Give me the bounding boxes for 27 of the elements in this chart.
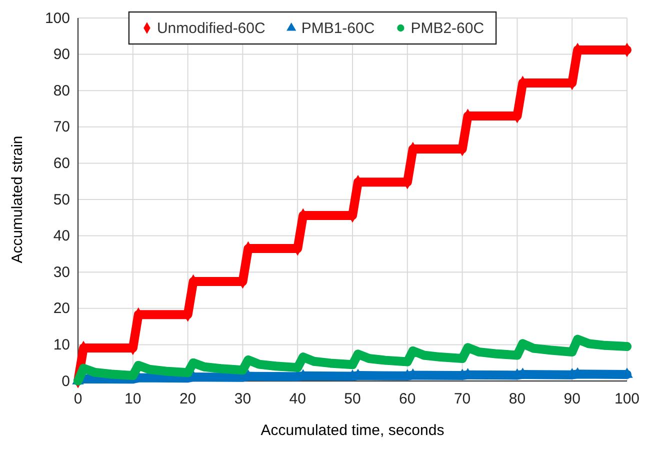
x-tick-label: 90 bbox=[564, 390, 580, 408]
y-tick-label: 10 bbox=[53, 336, 70, 354]
x-axis-title: Accumulated time, seconds bbox=[260, 422, 444, 439]
y-tick-label: 70 bbox=[53, 118, 70, 136]
x-tick-label: 40 bbox=[289, 390, 306, 408]
y-tick-label: 30 bbox=[53, 264, 70, 281]
legend-label: PMB2-60C bbox=[410, 20, 484, 37]
x-tick-label: 20 bbox=[179, 390, 196, 408]
y-tick-label: 90 bbox=[53, 46, 70, 64]
legend-label: Unmodified-60C bbox=[156, 20, 266, 37]
x-tick-label: 100 bbox=[614, 390, 640, 408]
x-tick-label: 70 bbox=[454, 390, 471, 408]
x-tick-label: 80 bbox=[508, 390, 526, 408]
y-tick-label: 40 bbox=[53, 228, 70, 245]
y-tick-label: 60 bbox=[53, 155, 70, 172]
y-tick-label: 0 bbox=[62, 372, 70, 390]
x-tick-label: 50 bbox=[344, 390, 361, 408]
y-tick-label: 20 bbox=[53, 300, 70, 318]
legend-label: PMB1-60C bbox=[301, 20, 375, 37]
x-tick-label: 10 bbox=[124, 390, 142, 408]
y-tick-label: 50 bbox=[53, 191, 70, 208]
y-tick-label: 100 bbox=[44, 10, 70, 27]
x-tick-label: 60 bbox=[399, 390, 416, 408]
y-tick-label: 80 bbox=[53, 82, 70, 100]
y-axis-title: Accumulated strain bbox=[9, 136, 26, 264]
x-tick-label: 30 bbox=[234, 390, 252, 408]
x-tick-label: 0 bbox=[74, 390, 82, 408]
